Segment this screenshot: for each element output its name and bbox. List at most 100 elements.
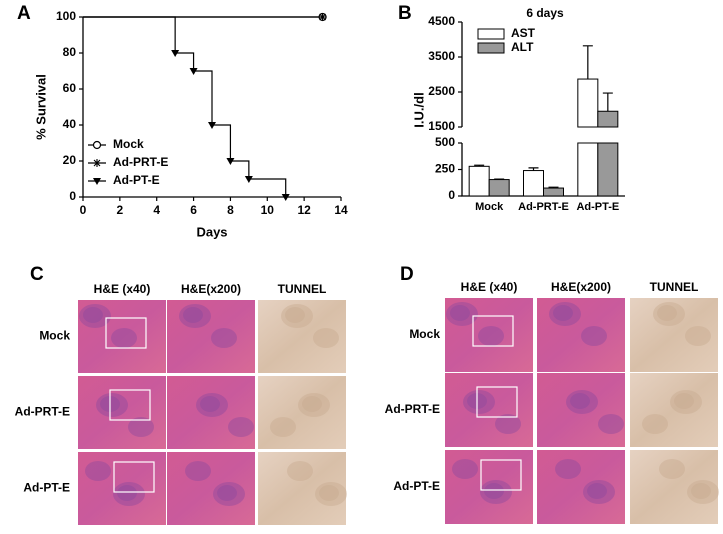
bar: [577, 78, 599, 128]
tissue-region: [111, 328, 137, 348]
x-tick-label: 12: [297, 203, 311, 217]
tissue-region: [287, 461, 313, 481]
row-label: Ad-PT-E: [393, 479, 440, 493]
column-header: H&E(x200): [551, 280, 611, 294]
x-tick-label: Ad-PRT-E: [518, 201, 569, 213]
chart-title: 6 days: [526, 6, 564, 20]
bar: [523, 170, 544, 197]
marker: [281, 194, 290, 201]
micrograph: [630, 373, 718, 447]
tissue-region: [480, 480, 512, 504]
x-tick-label: 4: [153, 203, 160, 217]
tissue-region: [484, 483, 504, 499]
column-header: H&E(x200): [181, 282, 241, 296]
tissue-region: [583, 480, 615, 504]
error-bar: [494, 178, 505, 180]
error-bar: [582, 45, 593, 80]
tissue-region: [113, 482, 145, 506]
y-tick-label: 3500: [428, 49, 455, 63]
y-tick-label: 0: [69, 189, 76, 203]
micrograph: [167, 300, 255, 373]
tissue-region: [670, 390, 702, 414]
bar: [597, 110, 619, 128]
tissue-region: [319, 485, 339, 501]
bar: [468, 165, 490, 197]
tissue-region: [179, 304, 211, 328]
marker: [208, 122, 216, 129]
y-tick-label: 250: [435, 162, 455, 176]
panel-label: A: [17, 3, 31, 24]
tissue-region: [587, 483, 607, 499]
tissue-region: [657, 305, 677, 321]
row-label: Ad-PRT-E: [15, 405, 70, 419]
y-tick-label: 100: [56, 9, 76, 23]
tissue-region: [581, 326, 607, 346]
tissue-region: [570, 393, 590, 409]
zoom-box: [476, 386, 518, 418]
micrograph: [167, 452, 255, 525]
tissue-region: [128, 417, 154, 437]
y-tick-label: 40: [63, 117, 77, 131]
tissue-region: [478, 326, 504, 346]
legend-swatch: [477, 42, 505, 54]
marker: [226, 158, 235, 165]
column-header: H&E (x40): [461, 280, 518, 294]
tissue-region: [213, 482, 245, 506]
tissue-region: [298, 393, 330, 417]
tissue-region: [83, 307, 103, 323]
zoom-box: [113, 461, 155, 493]
tissue-region: [185, 461, 211, 481]
zoom-box: [109, 389, 151, 421]
tissue-region: [281, 304, 313, 328]
tissue-region: [96, 393, 128, 417]
bar: [597, 142, 619, 197]
y-tick-label: 60: [63, 81, 77, 95]
tissue-region: [228, 417, 254, 437]
panel-label: B: [398, 3, 412, 24]
marker: [93, 178, 101, 185]
marker: [93, 159, 101, 167]
y-tick-label: 0: [448, 188, 455, 202]
tissue-region: [217, 485, 237, 501]
tissue-region: [117, 485, 137, 501]
row-label: Mock: [409, 327, 440, 341]
tissue-region: [302, 396, 322, 412]
tissue-region: [200, 396, 220, 412]
tissue-region: [659, 459, 685, 479]
zoom-box: [105, 317, 147, 349]
micrograph: [258, 452, 346, 525]
column-header: TUNNEL: [650, 280, 699, 294]
legend-label: AST: [511, 26, 536, 40]
tissue-region: [553, 305, 573, 321]
tissue-region: [450, 305, 470, 321]
micrograph: [445, 373, 533, 447]
micrograph: [258, 300, 346, 373]
marker: [318, 13, 327, 21]
micrograph: [630, 450, 718, 524]
y-tick-label: 80: [63, 45, 77, 59]
x-tick-label: Ad-PT-E: [576, 201, 619, 213]
tissue-region: [315, 482, 347, 506]
y-tick-label: 4500: [428, 14, 455, 28]
legend-label: Ad-PT-E: [113, 173, 160, 187]
row-label: Mock: [39, 329, 70, 343]
row-label: Ad-PT-E: [23, 481, 70, 495]
x-tick-label: 8: [227, 203, 234, 217]
tissue-region: [79, 304, 111, 328]
tissue-region: [653, 302, 685, 326]
y-tick-label: 500: [435, 135, 455, 149]
bar: [577, 142, 599, 197]
panel-label: D: [400, 264, 414, 285]
tissue-region: [183, 307, 203, 323]
x-tick-label: 10: [261, 203, 275, 217]
x-tick-label: 6: [190, 203, 197, 217]
tissue-region: [687, 480, 719, 504]
legend-swatch: [477, 28, 505, 40]
tissue-region: [685, 326, 711, 346]
micrograph: [537, 298, 625, 372]
micrograph: [445, 298, 533, 372]
tissue-region: [285, 307, 305, 323]
tissue-region: [313, 328, 339, 348]
x-tick-label: 2: [117, 203, 124, 217]
